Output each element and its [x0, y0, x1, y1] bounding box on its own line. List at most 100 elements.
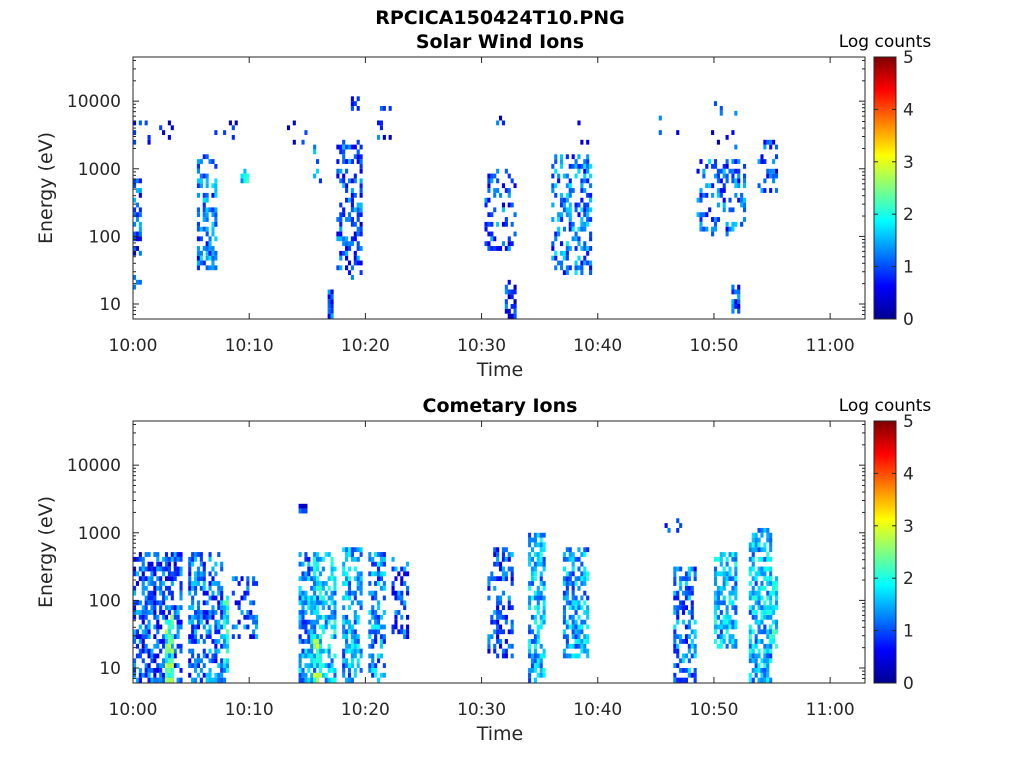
spectrogram-cell	[301, 600, 305, 606]
spectrogram-cell	[716, 600, 720, 606]
spectrogram-cell	[138, 566, 142, 572]
spectrogram-cell	[539, 552, 543, 557]
spectrogram-cell	[324, 600, 328, 606]
spectrogram-cell	[231, 134, 235, 140]
spectrogram-cell	[536, 624, 540, 630]
spectrogram-cell	[144, 595, 148, 601]
spectrogram-cell	[330, 595, 334, 601]
spectrogram-cell	[379, 552, 383, 557]
spectrogram-cell	[693, 643, 697, 649]
spectrogram-cell	[350, 202, 354, 208]
spectrogram-cell	[760, 658, 764, 664]
spectrogram-cell	[557, 226, 561, 232]
spectrogram-cell	[133, 629, 137, 635]
spectrogram-cell	[202, 173, 206, 179]
spectrogram-cell	[298, 663, 302, 668]
spectrogram-cell	[536, 556, 540, 562]
spectrogram-cell	[690, 629, 694, 635]
spectrogram-cell	[164, 576, 169, 582]
spectrogram-cell	[199, 226, 203, 232]
spectrogram-cell	[194, 552, 198, 557]
spectrogram-cell	[310, 610, 314, 615]
spectrogram-cell	[510, 202, 514, 208]
spectrogram-cell	[682, 653, 686, 659]
spectrogram-cell	[571, 585, 575, 591]
spectrogram-cell	[147, 672, 151, 678]
spectrogram-cell	[734, 299, 738, 304]
spectrogram-cell	[159, 668, 163, 673]
spectrogram-cell	[551, 188, 555, 193]
spectrogram-cell	[574, 629, 578, 635]
spectrogram-cell	[220, 668, 224, 673]
spectrogram-cell	[208, 159, 212, 164]
spectrogram-cell	[188, 585, 192, 591]
spectrogram-cell	[716, 556, 720, 562]
spectrogram-cell	[766, 605, 770, 611]
spectrogram-cell	[162, 614, 166, 620]
spectrogram-cell	[153, 614, 157, 620]
spectrogram-cell	[748, 547, 752, 553]
spectrogram-cell	[769, 556, 773, 562]
spectrogram-cell	[199, 552, 203, 557]
spectrogram-cell	[301, 614, 305, 620]
spectrogram-cell	[133, 183, 137, 189]
spectrogram-cell	[321, 595, 325, 601]
spectrogram-cell	[156, 614, 160, 620]
spectrogram-cell	[321, 648, 325, 654]
spectrogram-cell	[345, 571, 349, 577]
spectrogram-cell	[368, 634, 372, 640]
spectrogram-cell	[737, 299, 741, 304]
spectrogram-cell	[164, 561, 169, 567]
spectrogram-cell	[382, 585, 386, 591]
spectrogram-cell	[539, 663, 543, 668]
spectrogram-cell	[713, 610, 718, 615]
spectrogram-cell	[313, 149, 317, 155]
spectrogram-cell	[487, 634, 491, 640]
spectrogram-cell	[725, 619, 729, 625]
spectrogram-cell	[560, 217, 564, 222]
spectrogram-cell	[356, 585, 360, 591]
spectrogram-cell	[170, 571, 174, 577]
spectrogram-cell	[568, 183, 572, 189]
spectrogram-cell	[196, 663, 200, 668]
x-tick-label: 11:00	[806, 700, 855, 720]
spectrogram-cell	[327, 308, 331, 314]
spectrogram-cell	[199, 159, 203, 164]
spectrogram-cell	[388, 105, 392, 111]
spectrogram-cell	[194, 624, 198, 630]
spectrogram-cell	[737, 159, 741, 164]
spectrogram-cell	[176, 552, 180, 557]
spectrogram-cell	[220, 590, 224, 596]
spectrogram-cell	[562, 629, 566, 635]
spectrogram-cell	[539, 532, 543, 538]
spectrogram-cell	[327, 595, 331, 601]
spectrogram-cell	[554, 154, 558, 160]
spectrogram-cell	[406, 614, 410, 620]
spectrogram-cell	[252, 614, 256, 620]
spectrogram-cell	[371, 639, 375, 644]
spectrogram-cell	[141, 561, 145, 567]
spectrogram-cell	[330, 294, 334, 300]
spectrogram-cell	[539, 547, 543, 553]
spectrogram-cell	[330, 624, 334, 630]
spectrogram-cell	[676, 677, 680, 683]
colorbar-tick-label: 1	[903, 622, 914, 642]
spectrogram-cell	[382, 595, 386, 601]
spectrogram-cell	[560, 159, 564, 164]
spectrogram-cell	[737, 308, 741, 314]
spectrogram-cell	[571, 629, 575, 635]
spectrogram-cell	[310, 639, 314, 644]
spectrogram-cell	[359, 571, 363, 577]
spectrogram-cell	[141, 581, 145, 586]
spectrogram-cell	[321, 600, 325, 606]
spectrogram-cell	[202, 217, 206, 222]
spectrogram-cell	[400, 629, 404, 635]
spectrogram-cell	[304, 130, 308, 135]
spectrogram-cell	[162, 581, 166, 586]
spectrogram-cell	[167, 668, 171, 673]
spectrogram-cell	[356, 658, 360, 664]
spectrogram-cell	[310, 605, 314, 611]
spectrogram-cell	[141, 556, 145, 562]
spectrogram-cell	[737, 173, 741, 179]
spectrogram-cell	[301, 624, 305, 630]
